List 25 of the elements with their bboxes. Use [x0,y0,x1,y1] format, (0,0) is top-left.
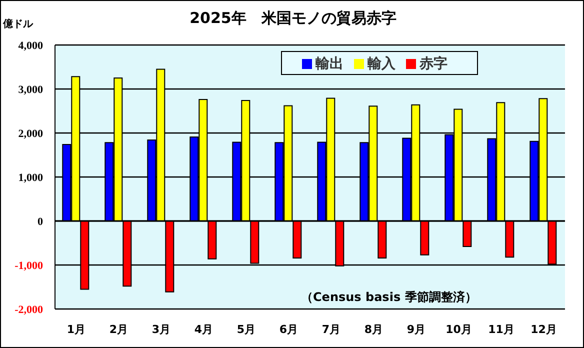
y-tick-label: 2,000 [18,128,44,140]
x-tick-label: 4月 [194,322,214,336]
y-tick-label: -1,000 [14,260,44,272]
x-tick-label: 5月 [236,322,256,336]
y-tick-label: 3,000 [18,84,44,96]
y-tick-label: 1,000 [18,172,44,184]
x-tick-label: 11月 [488,322,514,336]
text: 億ドル [3,18,33,31]
x-tick-label: 3月 [152,322,171,336]
y-tick-label: 4,000 [18,40,44,52]
x-tick-label: 8月 [364,322,384,336]
annotation: （Census basis 季節調整済） [301,289,477,306]
x-tick-label: 9月 [406,322,426,336]
chart-title: 2025年 米国モノの貿易赤字 [190,9,396,27]
x-tick-label: 6月 [279,322,298,336]
x-tick-label: 10月 [446,322,472,336]
legend-label: 赤字 [420,56,448,72]
x-tick-label: 12月 [530,322,557,336]
x-tick-label: 2月 [109,322,128,336]
y-tick-label: 0 [38,216,44,228]
legend-label: 輸入 [368,56,396,72]
x-tick-label: 1月 [66,322,86,336]
legend-label: 輸出 [316,56,344,72]
x-tick-label: 7月 [322,322,341,336]
y-tick-label: -2,000 [14,304,44,316]
